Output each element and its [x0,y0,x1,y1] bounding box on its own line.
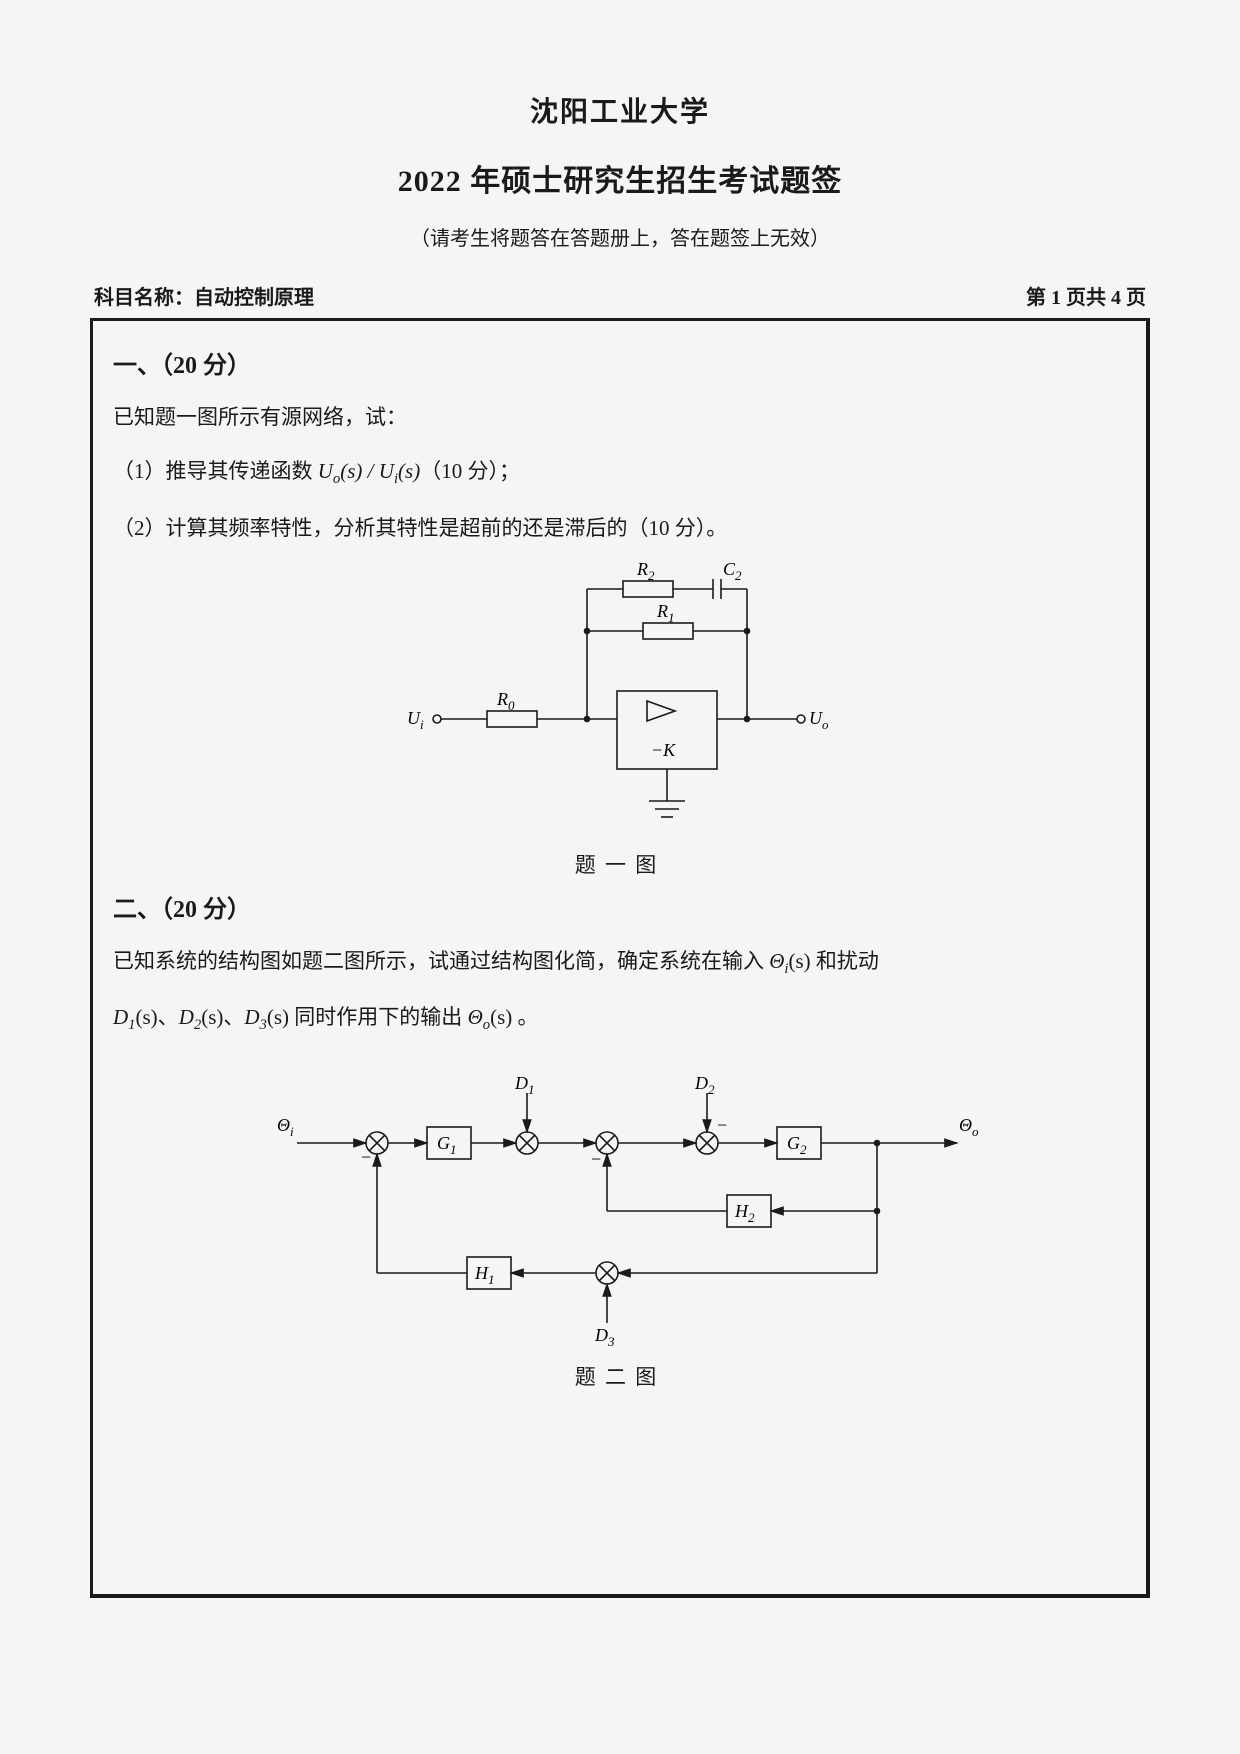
q2-heading: 二、（20 分） [113,889,1120,924]
label-d2: D2 [694,1073,715,1097]
q1-uo: U [318,459,333,483]
label-theta-o: Θo [959,1115,979,1139]
label-g1: G1 [437,1133,457,1157]
q2-l2a: (s)、 [136,1005,179,1029]
q2-d3-sub: 3 [260,1017,267,1033]
q1-tail1: (s) [398,459,420,483]
label-g2: G2 [787,1133,807,1157]
label-r0: R0 [496,689,515,713]
label-uo: Uo [809,708,829,732]
q2-figure: − − − Θi Θo D1 D2 D3 G1 G2 H2 H1 [113,1053,1120,1353]
page-number: 第 1 页共 4 页 [1026,281,1146,310]
label-r2: R2 [636,561,655,583]
q2-d2: D [179,1005,194,1029]
q1-figure: Ui Uo R0 R1 R2 C2 −K [113,561,1120,841]
q2-line2: D1(s)、D2(s)、D3(s) 同时作用下的输出 Θo(s) 。 [113,996,1120,1041]
sign-minus-s1: − [361,1147,371,1167]
q2-l2c: (s) 同时作用下的输出 [267,1005,468,1029]
q2-d3: D [244,1005,259,1029]
block-diagram-icon: − − − Θi Θo D1 D2 D3 G1 G2 H2 H1 [237,1053,997,1353]
label-minus-k: −K [651,740,676,760]
q2-theta-o-sub: o [483,1017,490,1033]
q2-d1-sub: 1 [128,1017,135,1033]
q2-intro-pre: 已知系统的结构图如题二图所示，试通过结构图化简，确定系统在输入 [113,949,769,973]
label-h1: H1 [474,1263,495,1287]
q2-intro-mid: (s) 和扰动 [789,949,879,973]
university-name: 沈阳工业大学 [90,90,1150,130]
sign-minus-s3: − [591,1149,601,1169]
content-frame: 一、（20 分） 已知题一图所示有源网络，试： （1）推导其传递函数 Uo(s)… [90,318,1150,1598]
q2-l2tail: (s) 。 [490,1005,538,1029]
q1-intro: 已知题一图所示有源网络，试： [113,396,1120,438]
label-r1: R1 [656,601,675,625]
q1-paren: (s) / U [340,459,394,483]
label-d3: D3 [594,1325,615,1349]
label-c2: C2 [723,561,742,583]
label-d1: D1 [514,1073,535,1097]
label-theta-i: Θi [277,1115,294,1139]
circuit-diagram-icon: Ui Uo R0 R1 R2 C2 −K [397,561,837,841]
page-header: 沈阳工业大学 2022 年硕士研究生招生考试题签 （请考生将题答在答题册上，答在… [90,90,1150,251]
q2-theta-i: Θ [769,949,784,973]
q1-part1-pre: （1）推导其传递函数 [113,459,318,483]
exam-title: 2022 年硕士研究生招生考试题签 [90,156,1150,200]
q2-fig-caption: 题 二 图 [113,1361,1120,1391]
q1-heading: 一、（20 分） [113,345,1120,380]
q2-theta-o: Θ [468,1005,483,1029]
label-ui: Ui [407,708,424,732]
q2-l2b: (s)、 [201,1005,244,1029]
subject-label: 科目名称：自动控制原理 [94,281,314,310]
label-h2: H2 [734,1201,755,1225]
q1-part1: （1）推导其传递函数 Uo(s) / Ui(s)（10 分）； [113,450,1120,495]
q2-intro: 已知系统的结构图如题二图所示，试通过结构图化简，确定系统在输入 Θi(s) 和扰… [113,940,1120,985]
exam-note: （请考生将题答在答题册上，答在题签上无效） [90,222,1150,251]
meta-row: 科目名称：自动控制原理 第 1 页共 4 页 [90,281,1150,310]
sign-minus-s4: − [717,1115,727,1135]
q1-fig-caption: 题 一 图 [113,849,1120,879]
q1-part2: （2）计算其频率特性，分析其特性是超前的还是滞后的（10 分）。 [113,507,1120,549]
q2-d1: D [113,1005,128,1029]
q1-part1-tail: （10 分）； [420,459,520,483]
